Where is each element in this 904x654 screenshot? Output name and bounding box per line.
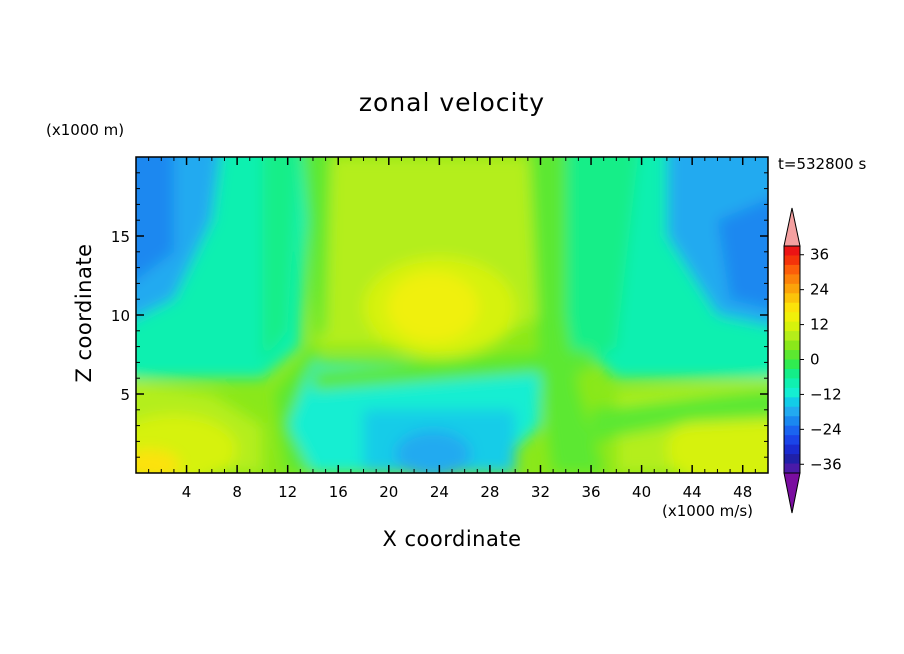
region-right-teal [565, 157, 638, 379]
colorbar-band [784, 321, 800, 332]
band-green-right [529, 157, 604, 473]
band-bottom-right-green [591, 388, 768, 442]
colorbar-band [784, 359, 800, 370]
colorbar-band [784, 463, 800, 474]
x-axis-label: X coordinate [382, 527, 522, 551]
colorbar-band [784, 387, 800, 398]
colorbar-band [784, 293, 800, 304]
field-regions [136, 157, 768, 473]
colorbar-band [784, 283, 800, 294]
x-tick-label: 40 [632, 483, 651, 501]
colorbar-band [784, 350, 800, 360]
colorbar-tick-label: −36 [810, 455, 842, 473]
colorbar-tick-label: 36 [810, 246, 829, 264]
y-unit-label: (x1000 m) [46, 121, 125, 139]
colorbar-tick-label: 24 [810, 281, 829, 299]
x-tick-label: 4 [182, 483, 192, 501]
y-axis: 5 10 15 [111, 172, 768, 458]
colorbar-band [784, 444, 800, 455]
colorbar-band [784, 378, 800, 389]
x-tick-label: 16 [329, 483, 348, 501]
colorbar-extend-top [783, 207, 801, 247]
colorbar-band [784, 302, 800, 313]
blob-center-inner [387, 272, 479, 342]
x-axis: 4 8 12 16 20 24 28 32 36 40 44 48 [148, 157, 756, 501]
velocity-field [136, 157, 768, 473]
colorbar-tick-label: 12 [810, 316, 829, 334]
colorbar-band [784, 406, 800, 417]
chart-title: zonal velocity [358, 88, 546, 117]
x-tick-label: 44 [683, 483, 702, 501]
colorbar-band [784, 255, 800, 266]
colorbar-band [784, 397, 800, 408]
colorbar-band [784, 435, 800, 446]
x-tick-label: 32 [531, 483, 550, 501]
bottom-left-orange [136, 449, 181, 473]
region-left-teal [262, 157, 299, 363]
x-tick-label: 20 [379, 483, 398, 501]
region-left-deep-blue [136, 157, 174, 281]
region-right-deep-blue [717, 199, 768, 309]
x-tick-label: 28 [480, 483, 499, 501]
colorbar-band [784, 368, 800, 379]
colorbar-band [784, 454, 800, 465]
y-axis-label: Z coordinate [72, 243, 96, 383]
bottom-right-yellow [666, 409, 768, 473]
colorbar-band [784, 312, 800, 323]
region-lower-deep [395, 430, 471, 473]
colorbar-band [784, 274, 800, 285]
y-tick-label: 15 [111, 228, 130, 246]
colorbar-band [784, 340, 800, 351]
x-tick-label: 24 [430, 483, 449, 501]
colorbar-extend-bottom [783, 472, 801, 514]
y-tick-label: 10 [111, 307, 130, 325]
colorbar-tick-label: 0 [810, 351, 820, 369]
colorbar-band [784, 264, 800, 275]
colorbar-band [784, 416, 800, 427]
x-tick-label: 8 [232, 483, 242, 501]
x-unit-label: (x1000 m/s) [662, 502, 754, 520]
colorbar: 36 24 12 0 −12 −24 −36 [783, 207, 842, 514]
x-tick-label: 36 [581, 483, 600, 501]
colorbar-band [784, 246, 800, 256]
time-label: t=532800 s [778, 155, 867, 173]
x-tick-label: 12 [278, 483, 297, 501]
colorbar-tick-label: −24 [810, 420, 842, 438]
x-tick-label: 48 [733, 483, 752, 501]
stripe-mid-green [313, 349, 591, 391]
colorbar-band [784, 425, 800, 436]
colorbar-band [784, 331, 800, 342]
y-tick-label: 5 [120, 386, 130, 404]
colorbar-tick-label: −12 [810, 385, 842, 403]
